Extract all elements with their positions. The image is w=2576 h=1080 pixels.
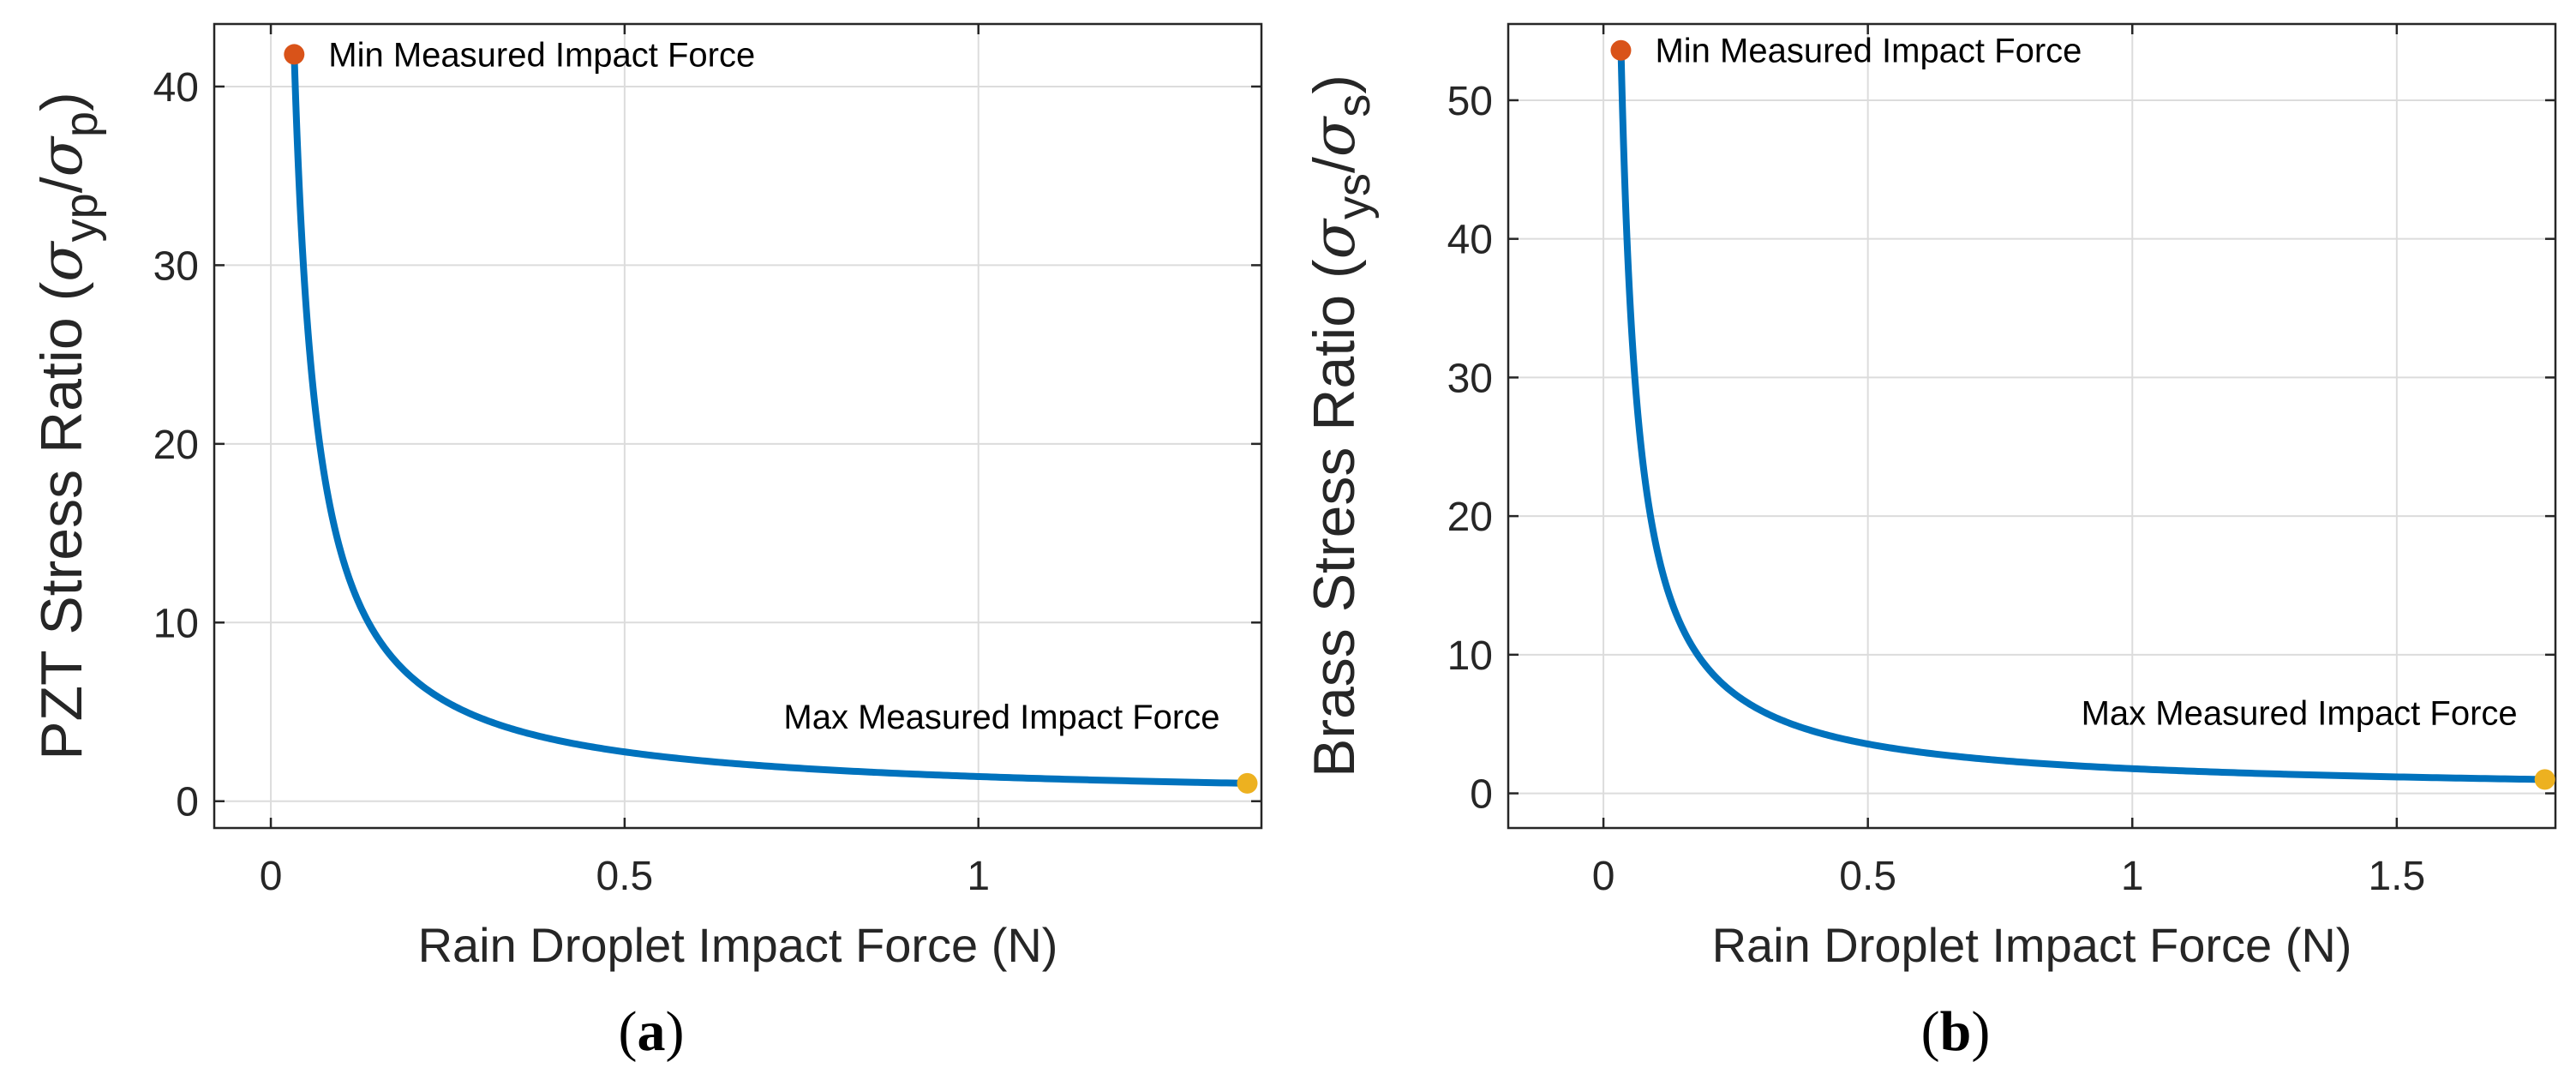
measured-markers: Min Measured Impact Force Max Measured Im… <box>284 36 1258 794</box>
grid-lines <box>1508 24 2555 828</box>
grid-lines <box>214 24 1261 828</box>
y-tick-label: 40 <box>153 65 199 111</box>
y-tick-label: 0 <box>176 780 199 825</box>
tick-marks <box>1508 24 2555 828</box>
chart-panel-b: 0 0.5 1 1.5 0 10 20 30 40 50 Min Measured Impact… <box>1301 22 2557 1063</box>
min-force-marker <box>284 44 305 65</box>
tick-marks <box>214 24 1261 828</box>
x-tick-label: 1 <box>967 854 990 899</box>
stress-ratio-line <box>1617 42 2545 783</box>
max-force-annotation: Max Measured Impact Force <box>783 699 1219 736</box>
x-tick-label: 0.5 <box>1839 854 1896 899</box>
min-force-marker <box>1610 39 1632 61</box>
plot-area-frame <box>213 22 1263 830</box>
x-axis-label: Rain Droplet Impact Force (N) <box>1712 918 2352 972</box>
min-force-annotation: Min Measured Impact Force <box>328 36 755 74</box>
x-axis-label: Rain Droplet Impact Force (N) <box>418 918 1058 972</box>
y-tick-label: 10 <box>1447 633 1493 679</box>
x-tick-labels: 0 0.5 1 <box>260 854 990 899</box>
x-tick-label: 0.5 <box>596 854 654 899</box>
y-tick-label: 20 <box>1447 495 1493 540</box>
y-axis-label: Brass Stress Ratio (σys/σs) <box>1301 75 1380 777</box>
measured-markers: Min Measured Impact Force Max Measured Im… <box>1610 33 2555 790</box>
max-force-marker <box>1237 772 1258 794</box>
min-force-annotation: Min Measured Impact Force <box>1655 33 2082 70</box>
x-tick-labels: 0 0.5 1 1.5 <box>1592 854 2425 899</box>
y-tick-label: 50 <box>1447 79 1493 124</box>
x-tick-label: 1.5 <box>2368 854 2425 899</box>
panel-label-a: (a) <box>619 1000 685 1063</box>
stress-ratio-line <box>291 51 1248 787</box>
x-tick-label: 1 <box>2121 854 2144 899</box>
y-tick-labels: 0 10 20 30 40 50 <box>1447 79 1493 818</box>
max-force-annotation: Max Measured Impact Force <box>2082 694 2518 732</box>
y-tick-label: 40 <box>1447 218 1493 263</box>
plot-area-frame <box>1507 22 2557 830</box>
y-tick-label: 0 <box>1470 772 1493 818</box>
x-tick-label: 0 <box>260 854 283 899</box>
x-tick-label: 0 <box>1592 854 1615 899</box>
y-tick-label: 30 <box>153 243 199 289</box>
y-tick-label: 20 <box>153 423 199 468</box>
y-tick-label: 30 <box>1447 356 1493 401</box>
y-tick-labels: 0 10 20 30 40 <box>153 65 199 825</box>
max-force-marker <box>2534 769 2555 790</box>
y-tick-label: 10 <box>153 601 199 646</box>
panel-label-b: (b) <box>1921 1000 1991 1063</box>
y-axis-label: PZT Stress Ratio (σyp/σp) <box>28 92 107 759</box>
